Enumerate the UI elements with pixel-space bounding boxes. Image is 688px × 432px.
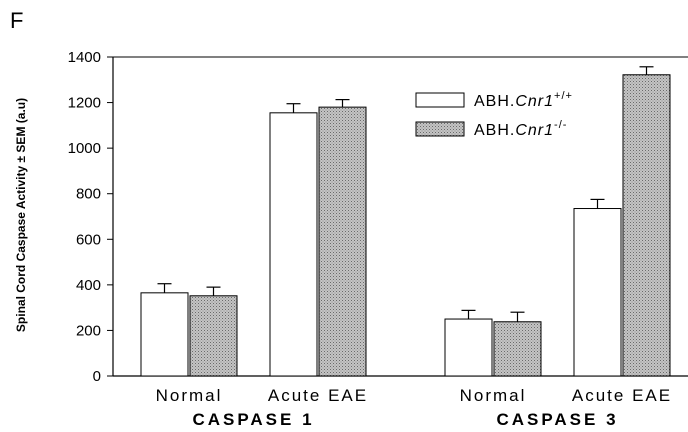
bar-wild-type xyxy=(573,208,622,377)
bar-knockout xyxy=(493,321,542,377)
x-category-label: Acute EAE xyxy=(268,386,368,405)
y-tick-label: 1000 xyxy=(68,140,101,157)
legend: ABH.Cnr1+/+ ABH.Cnr1-/- xyxy=(415,90,573,139)
legend-swatch-wild-type xyxy=(415,92,465,108)
y-tick-label: 800 xyxy=(76,186,101,203)
bar-knockout xyxy=(622,74,671,377)
bar-wild-type xyxy=(140,292,189,377)
x-group-label: CASPASE 1 xyxy=(192,410,314,429)
bar-wild-type xyxy=(269,112,318,377)
panel-letter: F xyxy=(10,8,23,33)
x-category-label: Acute EAE xyxy=(572,386,672,405)
legend-label-wild-type: ABH.Cnr1+/+ xyxy=(474,90,573,110)
bar-knockout xyxy=(189,295,238,377)
bar-knockout xyxy=(318,106,367,377)
x-category-label: Normal xyxy=(156,386,223,405)
y-tick-label: 200 xyxy=(76,322,101,339)
x-category-label: Normal xyxy=(460,386,527,405)
y-tick-label: 0 xyxy=(93,368,101,385)
y-tick-label: 600 xyxy=(76,231,101,248)
legend-swatch-knockout xyxy=(415,121,465,137)
bars xyxy=(140,66,671,377)
x-axis-labels: Normal Acute EAE Normal Acute EAE CASPASE 1 C… xyxy=(156,386,672,429)
y-tick-label: 400 xyxy=(76,277,101,294)
y-tick-label: 1400 xyxy=(68,49,101,66)
bar-wild-type xyxy=(444,318,493,377)
x-group-label: CASPASE 3 xyxy=(496,410,618,429)
y-axis-label: Spinal Cord Caspase Activity ± SEM (a.u) xyxy=(14,98,28,332)
y-tick-label: 1200 xyxy=(68,95,101,112)
legend-label-knockout: ABH.Cnr1-/- xyxy=(474,119,567,139)
